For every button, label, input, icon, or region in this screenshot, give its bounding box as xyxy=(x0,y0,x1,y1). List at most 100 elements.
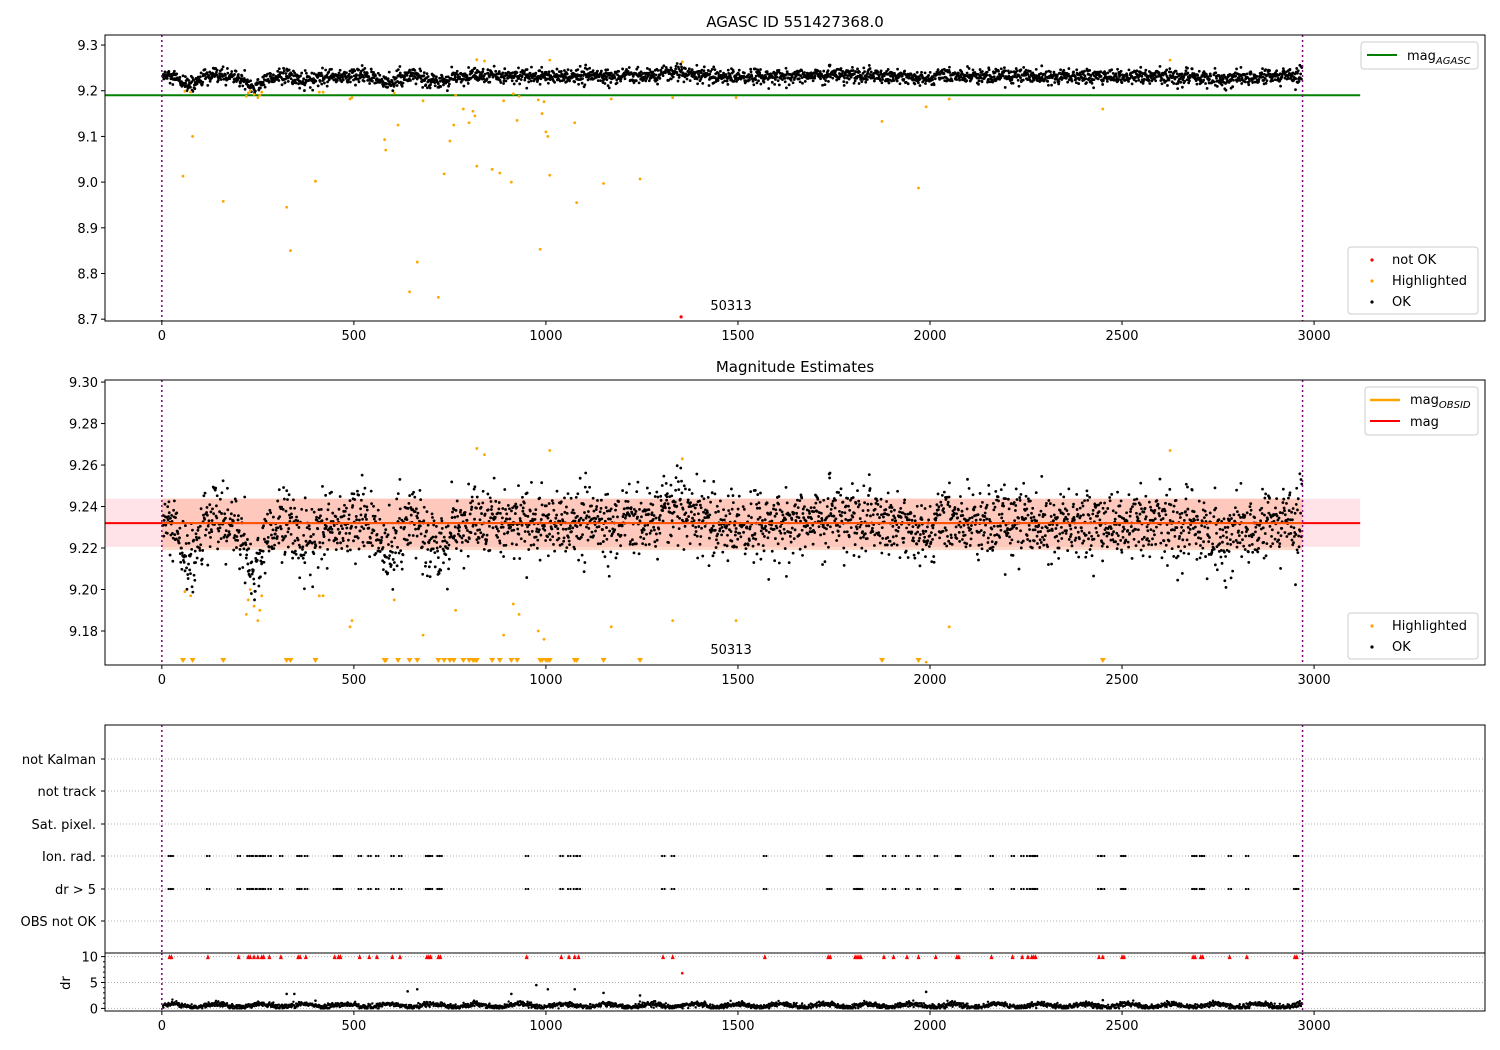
ok-point xyxy=(345,526,349,530)
ok-point xyxy=(248,568,251,572)
ok-point xyxy=(245,553,249,557)
ok-point xyxy=(698,503,702,507)
ok-point xyxy=(699,506,703,510)
ok-point xyxy=(1077,82,1081,85)
ok-point xyxy=(783,547,787,550)
ok-point xyxy=(362,527,366,531)
ok-point xyxy=(634,79,638,83)
ok-point xyxy=(916,530,920,534)
ok-point xyxy=(561,527,565,531)
ok-point xyxy=(873,79,876,83)
ok-point xyxy=(206,563,210,567)
ok-point xyxy=(407,533,411,537)
ok-point xyxy=(847,535,851,539)
ok-point xyxy=(1120,81,1124,84)
ok-point xyxy=(899,516,903,519)
ok-point xyxy=(185,534,189,537)
ok-point xyxy=(180,567,184,571)
ok-point xyxy=(535,546,539,550)
ok-point xyxy=(683,524,687,528)
ok-point xyxy=(777,561,781,565)
ok-point xyxy=(867,64,871,67)
ok-point xyxy=(779,531,783,535)
ok-point xyxy=(827,545,830,549)
ok-point xyxy=(1074,75,1077,79)
ok-point xyxy=(537,528,541,532)
ok-point xyxy=(1074,81,1078,84)
ok-point xyxy=(510,509,513,513)
ok-point xyxy=(505,517,509,521)
ok-point xyxy=(400,560,403,564)
ok-point xyxy=(341,527,344,531)
ok-point xyxy=(790,526,794,530)
not-ok-point xyxy=(679,315,683,319)
y-tick-label: 9.2 xyxy=(77,85,98,100)
ok-point xyxy=(841,70,845,73)
ok-point xyxy=(354,83,357,87)
ok-point xyxy=(496,511,500,515)
ok-point xyxy=(905,526,909,530)
ok-point xyxy=(734,75,738,79)
ok-point xyxy=(509,525,513,529)
ok-point xyxy=(512,528,516,532)
ok-point xyxy=(842,84,846,87)
ok-point xyxy=(629,506,633,510)
ok-point xyxy=(1149,76,1153,79)
ok-point xyxy=(690,492,694,495)
ok-point xyxy=(736,537,740,541)
ok-point xyxy=(185,587,189,591)
ok-point xyxy=(298,86,302,90)
ok-point xyxy=(554,524,558,528)
ok-point xyxy=(413,495,417,499)
ok-point xyxy=(902,501,906,505)
ok-point xyxy=(243,68,247,72)
ok-point xyxy=(855,531,859,535)
ok-point xyxy=(249,542,252,546)
ok-point xyxy=(1016,78,1020,82)
ok-point xyxy=(709,500,712,504)
ok-point xyxy=(324,68,328,72)
ok-point xyxy=(330,67,333,71)
highlighted-point xyxy=(421,99,425,103)
ok-point xyxy=(429,83,432,87)
ok-point xyxy=(400,84,404,88)
ok-point xyxy=(1057,82,1061,86)
ok-point xyxy=(453,525,457,529)
ok-point xyxy=(1011,81,1015,85)
ok-point xyxy=(1010,78,1014,82)
ok-point xyxy=(311,88,315,92)
ok-point xyxy=(358,518,361,522)
ok-point xyxy=(587,510,590,513)
ok-point xyxy=(583,561,587,564)
ok-point xyxy=(293,78,297,82)
ok-point xyxy=(193,549,197,553)
ok-point xyxy=(546,554,550,558)
ok-point xyxy=(436,82,440,86)
ok-point xyxy=(918,536,921,540)
ok-point xyxy=(274,528,278,532)
ok-point xyxy=(688,79,692,83)
ok-point xyxy=(572,511,576,515)
ok-point xyxy=(674,64,678,68)
ok-point xyxy=(340,547,344,550)
ok-point xyxy=(420,545,424,549)
ok-point xyxy=(829,507,833,511)
ok-point xyxy=(871,526,874,530)
ok-point xyxy=(201,549,205,552)
ok-point xyxy=(382,560,386,564)
ok-point xyxy=(695,503,698,507)
ok-point xyxy=(205,511,208,514)
ok-point xyxy=(895,79,899,83)
ok-point xyxy=(596,69,599,73)
ok-point xyxy=(878,534,882,538)
ok-point xyxy=(551,501,555,505)
ok-point xyxy=(528,509,532,513)
ok-point xyxy=(1245,72,1249,76)
ok-point xyxy=(573,80,577,84)
ok-point xyxy=(433,551,437,555)
ok-point xyxy=(697,518,701,522)
ok-point xyxy=(195,556,199,560)
ok-point xyxy=(488,548,492,552)
ok-point xyxy=(700,526,703,530)
ok-point xyxy=(523,78,527,82)
